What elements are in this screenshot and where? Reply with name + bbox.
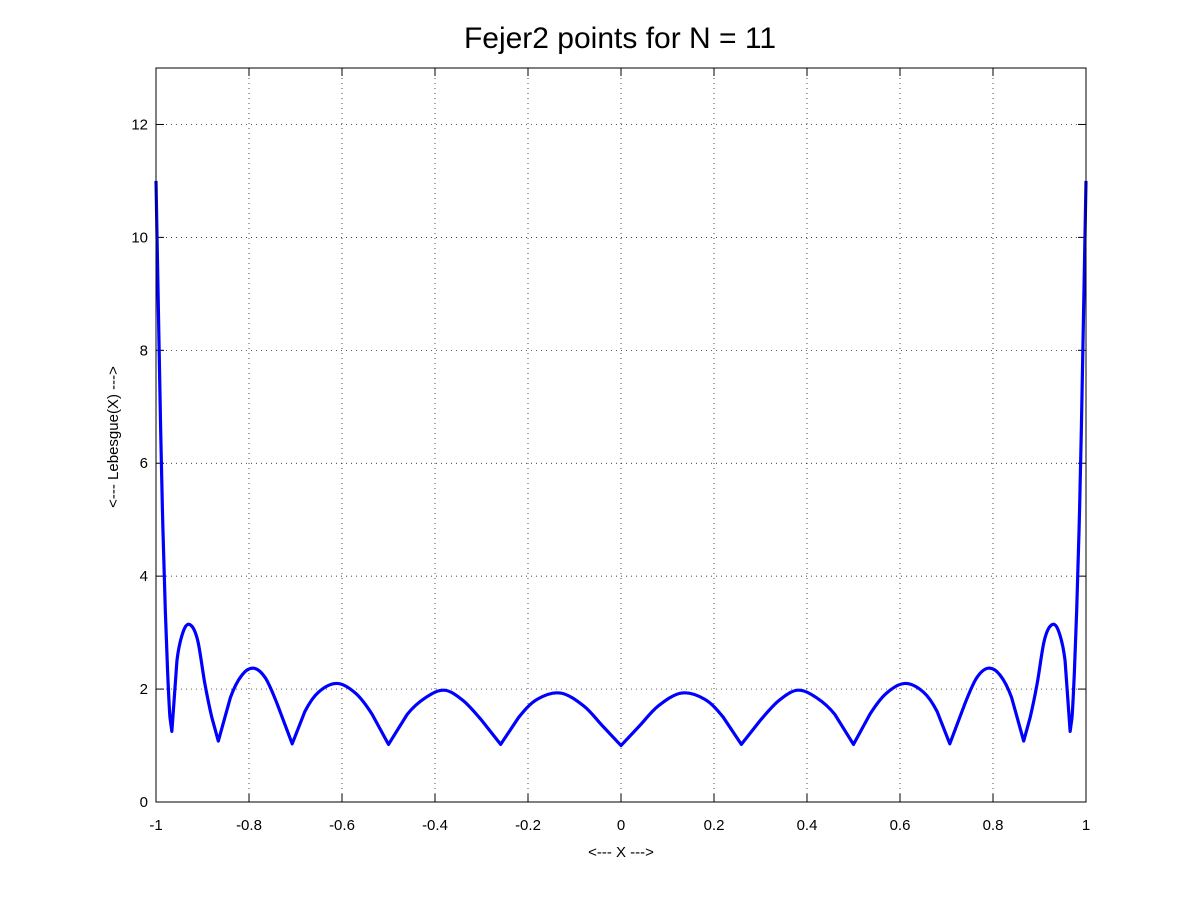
x-tick-label: 0.8 xyxy=(983,817,1004,834)
grid xyxy=(156,68,1086,802)
y-tick-label: 2 xyxy=(140,681,148,698)
x-tick-labels: -1 -0.8 -0.6 -0.4 -0.2 0 0.2 0.4 0.6 0.8 1 xyxy=(149,817,1090,834)
y-axis-label: <--- Lebesgue(X) ---> xyxy=(105,366,122,508)
plot-frame xyxy=(155,67,1087,803)
y-tick-label: 4 xyxy=(140,568,148,585)
axis-ticks xyxy=(155,68,1087,803)
chart-title: Fejer2 points for N = 11 xyxy=(464,22,776,55)
x-tick-label: -0.6 xyxy=(329,817,355,834)
x-tick-label: -0.8 xyxy=(236,817,262,834)
x-axis-label: <--- X ---> xyxy=(588,844,654,861)
y-tick-label: 12 xyxy=(131,116,148,133)
series-layer xyxy=(154,180,1088,748)
x-tick-label: 0 xyxy=(617,817,625,834)
y-tick-label: 10 xyxy=(131,229,148,246)
x-tick-label: 0.4 xyxy=(797,817,818,834)
y-tick-label: 0 xyxy=(140,794,148,811)
y-tick-labels: 0 2 4 6 8 10 12 xyxy=(131,116,148,811)
y-tick-label: 6 xyxy=(140,455,148,472)
x-tick-label: 0.6 xyxy=(890,817,911,834)
x-tick-label: -0.4 xyxy=(422,817,448,834)
x-tick-label: 0.2 xyxy=(704,817,725,834)
x-tick-label: 1 xyxy=(1082,817,1090,834)
y-tick-label: 8 xyxy=(140,342,148,359)
x-tick-label: -0.2 xyxy=(515,817,541,834)
x-tick-label: -1 xyxy=(149,817,162,834)
lebesgue-series-line xyxy=(154,180,1088,748)
